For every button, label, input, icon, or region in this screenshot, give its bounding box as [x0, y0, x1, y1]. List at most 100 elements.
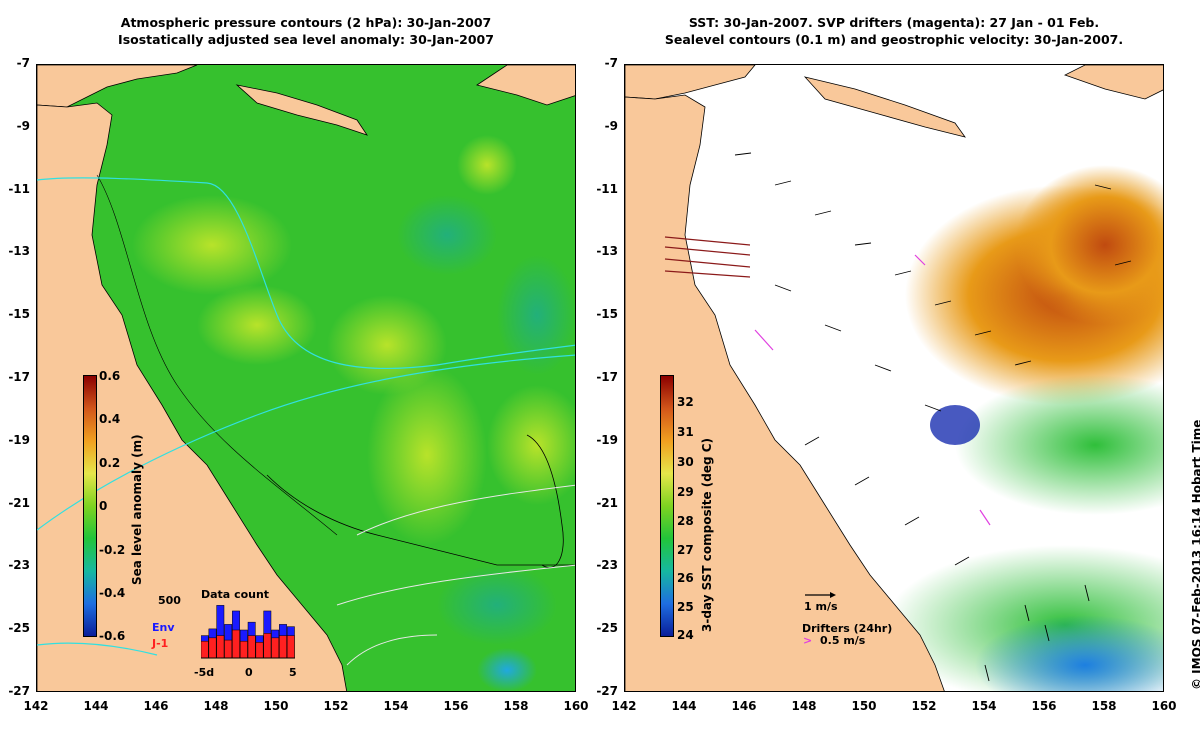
- data-count-title: Data count: [201, 588, 270, 601]
- sst-tick-6: 26: [677, 571, 694, 585]
- left-y-tick: -27: [8, 684, 30, 698]
- velocity-scale-label: 1 m/s: [804, 600, 838, 613]
- left-map-title: Atmospheric pressure contours (2 hPa): 3…: [36, 14, 576, 48]
- left-title-line2: Isostatically adjusted sea level anomaly…: [118, 32, 494, 47]
- left-y-tick: -19: [8, 432, 30, 447]
- sst-tick-2: 30: [677, 455, 694, 469]
- sst-colorbar-title: 3-day SST composite (deg C): [700, 437, 714, 632]
- left-y-tick: -21: [8, 495, 30, 510]
- sea-level-tick-2: 0.2: [99, 456, 121, 470]
- left-x-tick: 150: [263, 699, 289, 713]
- geostrophic-velocity-arrows: [734, 152, 1132, 682]
- drifter-tracks: [664, 236, 751, 278]
- right-y-tick: -19: [596, 432, 618, 447]
- right-title-line1: SST: 30-Jan-2007. SVP drifters (magenta)…: [688, 15, 1100, 30]
- j1-count-bar: [224, 639, 233, 659]
- sst-tick-8: 24: [677, 628, 694, 642]
- j1-count-bar: [232, 629, 240, 659]
- sst-tick-3: 29: [677, 485, 694, 499]
- sea-level-colorbar-title: Sea level anomaly (m): [130, 434, 144, 585]
- j1-count-bar: [279, 635, 287, 659]
- sea-level-tick-4: -0.2: [99, 543, 126, 557]
- sea-level-colorbar: [83, 375, 97, 637]
- left-y-tick: -7: [16, 56, 30, 70]
- left-x-tick: 142: [23, 699, 49, 713]
- inset-tick-0: -5d: [194, 666, 215, 679]
- right-y-tick: -15: [596, 307, 618, 322]
- sea-level-tick-6: -0.6: [99, 629, 126, 643]
- j1-count-bar: [263, 633, 272, 659]
- j1-count-bar: [255, 642, 264, 659]
- right-y-tick: -13: [596, 244, 618, 259]
- svp-drifters: [754, 254, 991, 526]
- inset-tick-2: 5: [289, 666, 297, 679]
- right-y-tick: -21: [596, 495, 618, 510]
- j1-label: J-1: [152, 637, 169, 650]
- data-count-histogram: [201, 605, 295, 659]
- sst-tick-1: 31: [677, 425, 694, 439]
- right-y-tick: -25: [596, 621, 618, 636]
- left-y-tick: -13: [8, 244, 30, 259]
- left-y-tick: -25: [8, 621, 30, 636]
- left-x-tick: 158: [503, 699, 529, 713]
- inset-tick-1: 0: [245, 666, 253, 679]
- left-title-line1: Atmospheric pressure contours (2 hPa): 3…: [120, 15, 492, 30]
- sea-level-anomaly-map: [36, 64, 576, 692]
- right-y-tick: -23: [596, 558, 618, 573]
- right-y-tick: -27: [596, 684, 618, 698]
- right-x-tick: 142: [611, 699, 637, 713]
- right-x-tick: 148: [791, 699, 817, 713]
- drifters-legend-label: Drifters (24hr): [802, 622, 893, 635]
- j1-count-bar: [286, 635, 295, 659]
- left-x-tick: 152: [323, 699, 349, 713]
- j1-count-bar: [208, 637, 217, 659]
- sst-colorbar: [660, 375, 674, 637]
- right-x-tick: 150: [851, 699, 877, 713]
- left-x-tick: 154: [383, 699, 409, 713]
- left-y-tick: -15: [8, 307, 30, 322]
- sea-level-tick-1: 0.4: [99, 412, 121, 426]
- j1-count-bar: [247, 635, 256, 659]
- sst-tick-5: 27: [677, 543, 694, 557]
- data-count-max: 500: [158, 594, 181, 607]
- sea-level-tick-0: 0.6: [99, 369, 121, 383]
- drifter-legend-icon: >: [803, 634, 813, 647]
- right-title-line2: Sealevel contours (0.1 m) and geostrophi…: [664, 32, 1124, 47]
- right-x-tick: 146: [731, 699, 757, 713]
- drifter-speed-label: 0.5 m/s: [820, 634, 866, 647]
- right-x-tick: 154: [971, 699, 997, 713]
- j1-count-bar: [271, 637, 280, 659]
- sea-level-tick-3: 0: [99, 499, 108, 513]
- right-x-tick: 158: [1091, 699, 1117, 713]
- left-x-tick: 160: [563, 699, 589, 713]
- right-x-tick: 160: [1151, 699, 1177, 713]
- imos-timestamp: © IMOS 07-Feb-2013 16:14 Hobart Time: [1190, 419, 1200, 690]
- left-y-tick: -23: [8, 558, 30, 573]
- left-x-tick: 146: [143, 699, 169, 713]
- j1-count-bar: [216, 635, 225, 659]
- right-x-tick: 144: [671, 699, 697, 713]
- right-x-tick: 152: [911, 699, 937, 713]
- left-x-tick: 156: [443, 699, 469, 713]
- left-x-tick: 144: [83, 699, 109, 713]
- j1-count-bar: [201, 640, 209, 659]
- sst-map-graphic: [625, 65, 1163, 691]
- right-y-tick: -9: [604, 118, 618, 133]
- sea-level-map-graphic: [37, 65, 575, 691]
- sea-level-tick-5: -0.4: [99, 586, 126, 600]
- left-y-tick: -9: [16, 118, 30, 133]
- right-y-tick: -7: [604, 56, 618, 70]
- right-map-title: SST: 30-Jan-2007. SVP drifters (magenta)…: [624, 14, 1164, 48]
- sst-tick-0: 32: [677, 395, 694, 409]
- sst-tick-4: 28: [677, 514, 694, 528]
- env-label: Env: [152, 621, 175, 634]
- right-x-tick: 156: [1031, 699, 1057, 713]
- left-x-tick: 148: [203, 699, 229, 713]
- left-y-tick: -17: [8, 370, 30, 384]
- right-y-tick: -11: [596, 181, 618, 196]
- sst-tick-7: 25: [677, 600, 694, 614]
- right-y-tick: -17: [596, 370, 618, 384]
- sst-map: [624, 64, 1164, 692]
- j1-count-bar: [239, 640, 248, 659]
- left-y-tick: -11: [8, 181, 30, 196]
